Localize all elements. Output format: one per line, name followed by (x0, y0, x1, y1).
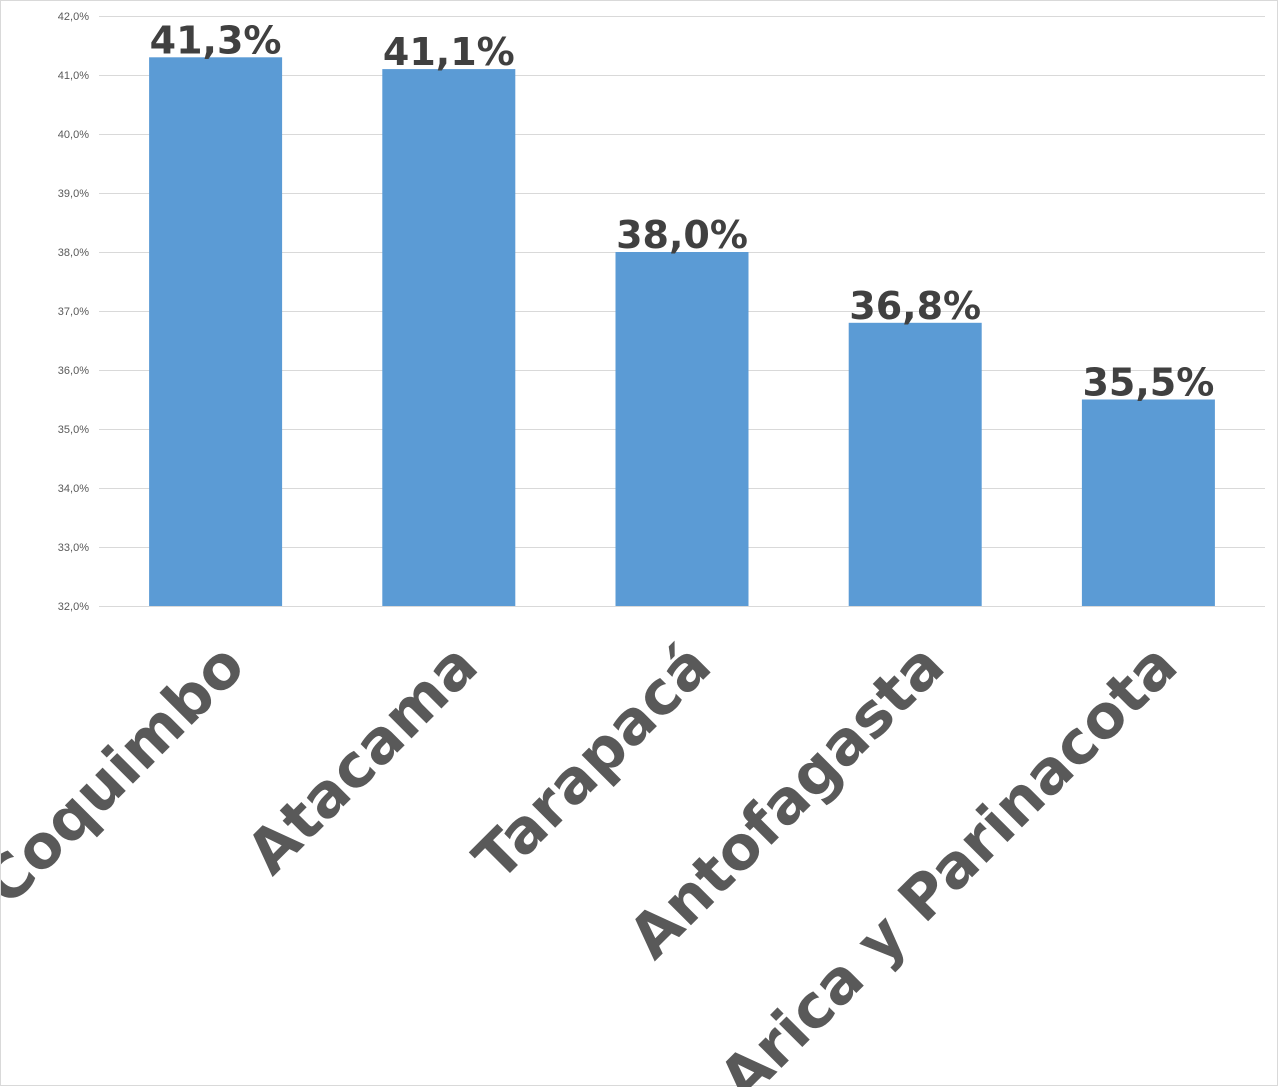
bars (149, 57, 1215, 607)
y-tick-label: 35,0% (58, 424, 89, 436)
y-tick-label: 34,0% (58, 483, 89, 495)
y-axis-tick-labels: 32,0% 33,0% 34,0% 35,0% 36,0% 37,0% 38,0% 39,0%… (58, 11, 89, 613)
data-label: 36,8% (849, 284, 981, 328)
bar-antofagasta (848, 322, 982, 606)
category-labels: CoquimboAtacamaTarapacáAntofagastaArica … (1, 630, 1191, 1087)
y-tick-label: 38,0% (58, 247, 89, 259)
category-label: Arica y Parinacota (706, 630, 1191, 1087)
y-tick-label: 42,0% (58, 11, 89, 23)
y-tick-label: 40,0% (58, 129, 89, 141)
bar-tarapac- (615, 252, 749, 606)
data-label: 35,5% (1082, 361, 1214, 405)
data-labels: 41,3% 41,1% 38,0% 36,8% 35,5% (150, 18, 1215, 404)
y-tick-label: 32,0% (58, 601, 89, 613)
category-label: Coquimbo (1, 630, 258, 919)
data-label: 41,3% (150, 18, 282, 62)
y-tick-label: 37,0% (58, 306, 89, 318)
category-label: Atacama (234, 630, 492, 888)
bar-coquimbo (149, 57, 283, 607)
y-tick-label: 36,0% (58, 365, 89, 377)
y-tick-label: 39,0% (58, 188, 89, 200)
data-label: 38,0% (616, 213, 748, 257)
y-tick-label: 41,0% (58, 70, 89, 82)
bar-atacama (382, 69, 516, 607)
data-label: 41,1% (383, 30, 515, 74)
y-tick-label: 33,0% (58, 542, 89, 554)
bar-arica-y-parinacota (1081, 399, 1215, 606)
